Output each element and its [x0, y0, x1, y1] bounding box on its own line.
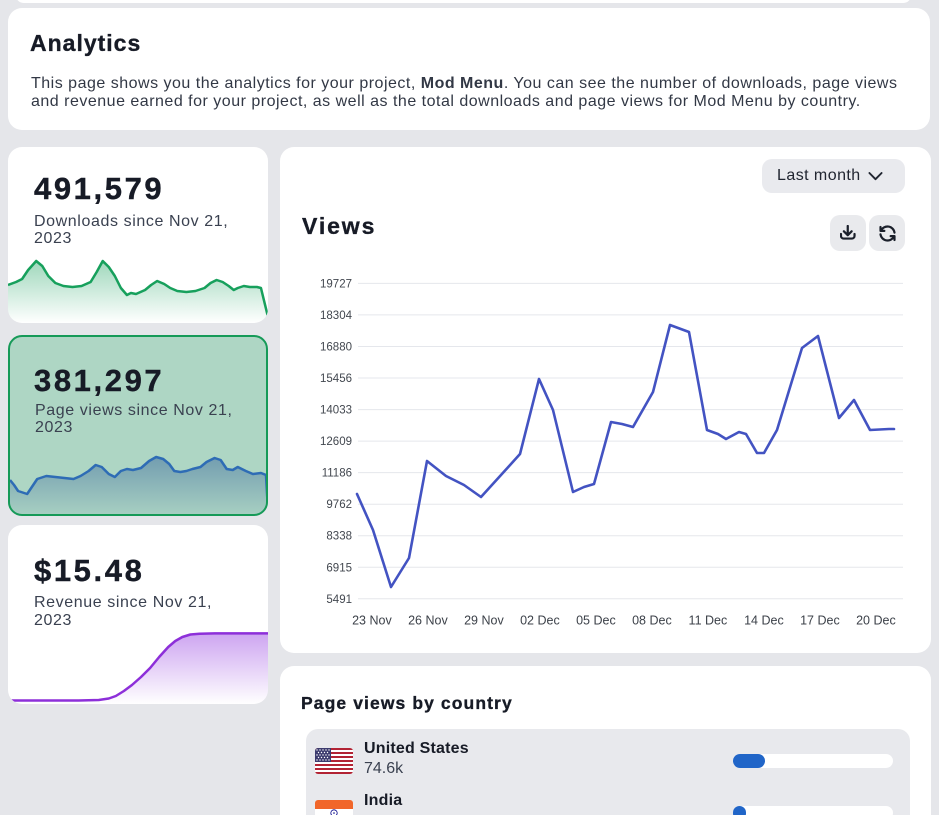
svg-text:11186: 11186	[322, 468, 352, 480]
svg-text:9762: 9762	[326, 499, 352, 511]
svg-text:05 Dec: 05 Dec	[576, 614, 616, 628]
svg-text:18304: 18304	[320, 310, 353, 322]
svg-text:08 Dec: 08 Dec	[632, 614, 672, 628]
svg-text:17 Dec: 17 Dec	[800, 614, 840, 628]
svg-text:23 Nov: 23 Nov	[352, 614, 392, 628]
svg-text:02 Dec: 02 Dec	[520, 614, 560, 628]
svg-text:8338: 8338	[326, 531, 352, 543]
svg-text:12609: 12609	[320, 436, 352, 448]
svg-text:5491: 5491	[326, 594, 352, 606]
svg-text:14033: 14033	[320, 405, 352, 417]
svg-text:6915: 6915	[326, 562, 352, 574]
svg-text:15456: 15456	[320, 373, 352, 385]
svg-text:20 Dec: 20 Dec	[856, 614, 896, 628]
svg-text:19727: 19727	[320, 278, 352, 290]
svg-text:14 Dec: 14 Dec	[744, 614, 784, 628]
svg-text:29 Nov: 29 Nov	[464, 614, 504, 628]
svg-text:11 Dec: 11 Dec	[689, 614, 728, 628]
svg-text:26 Nov: 26 Nov	[408, 614, 448, 628]
svg-text:16880: 16880	[320, 342, 352, 354]
